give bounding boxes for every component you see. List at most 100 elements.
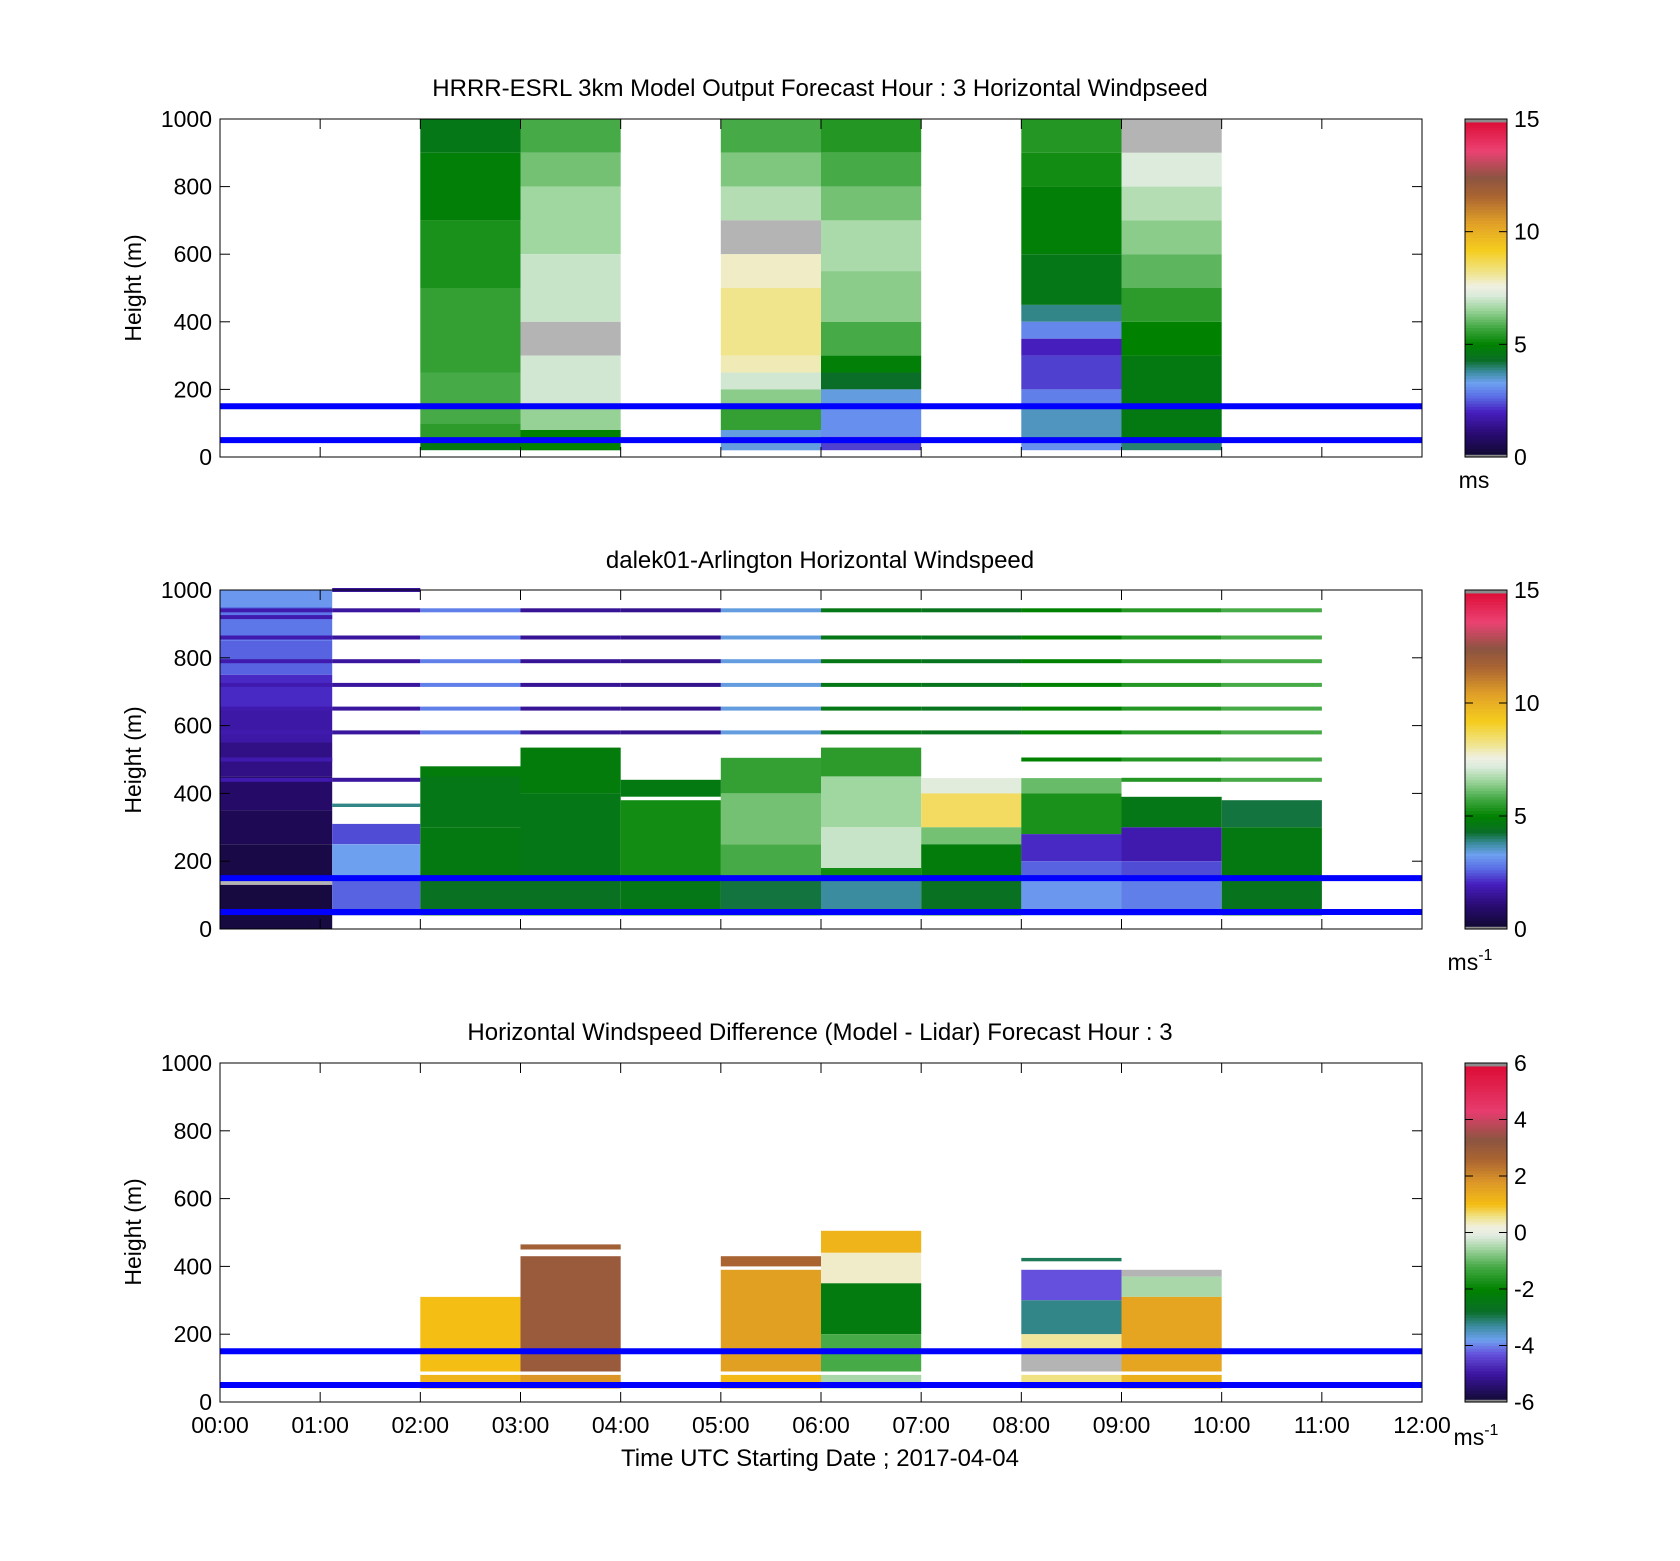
colorbar-cell: [1465, 1119, 1507, 1123]
colorbar-cell: [1465, 646, 1507, 650]
colorbar-cell: [1465, 643, 1507, 648]
colorbar-cell: [1465, 406, 1507, 410]
cell-0-4: [220, 708, 333, 743]
colorbar-cell: [1465, 824, 1507, 828]
cell-6-3: [821, 868, 922, 879]
colorbar-cell: [1465, 635, 1507, 639]
cell-5-0: [720, 757, 821, 794]
x-tick-label: 07:00: [892, 1412, 950, 1438]
colorbar-cell: [1465, 324, 1507, 329]
colorbar-cell: [1465, 725, 1507, 730]
colorbar-cell: [1465, 1263, 1507, 1268]
strip-0-1: [220, 615, 333, 620]
colorbar-cell: [1465, 1359, 1507, 1364]
strip-10-5: [1221, 730, 1322, 735]
colorbar-cell: [1465, 1077, 1507, 1081]
colorbar-cell: [1465, 1156, 1507, 1160]
colorbar-cell: [1465, 731, 1507, 735]
colorbar-cell: [1465, 169, 1507, 174]
cell-5-1: [720, 793, 821, 845]
colorbar-cell: [1465, 663, 1507, 667]
cell-6-0: [821, 747, 922, 777]
strip-0-4: [220, 682, 333, 687]
cell-4-0: [1021, 119, 1122, 153]
panel-model-ylabel: Height (m): [120, 234, 146, 341]
colorbar-cell: [1465, 906, 1507, 910]
colorbar-cell: [1465, 386, 1507, 390]
colorbar-cell: [1465, 799, 1507, 803]
colorbar-cell: [1465, 875, 1507, 879]
panel-difference-x-ticks: 00:00 01:00 02:00 03:00 04:00 05:00 06:00 07:00…: [191, 1063, 1451, 1438]
strip-1-6: [332, 730, 421, 735]
colorbar-cell: [1465, 708, 1507, 713]
cell-7-0: [921, 778, 1022, 794]
colorbar-cell: [1465, 349, 1507, 354]
colorbar-tick-label: 0: [1514, 1220, 1527, 1246]
strip-3-1: [520, 635, 621, 640]
cell-1-1: [520, 152, 621, 187]
y-tick-label: 1000: [161, 577, 212, 603]
strip-0-7: [220, 757, 333, 762]
strip-8-1: [1021, 635, 1122, 640]
colorbar-cell: [1465, 652, 1507, 656]
cell-8-0: [1021, 778, 1122, 794]
y-tick-label: 600: [174, 1186, 212, 1212]
strip-1-3: [332, 659, 421, 664]
colorbar-cell: [1465, 1074, 1507, 1078]
strip-7-2: [921, 659, 1022, 664]
colorbar-cell: [1465, 1122, 1507, 1126]
colorbar-cell: [1465, 431, 1507, 436]
colorbar-cell: [1465, 1277, 1507, 1282]
colorbar-cell: [1465, 1079, 1507, 1084]
panel-model-plot: [220, 119, 1422, 451]
colorbar-cell: [1465, 426, 1507, 430]
colorbar-cell: [1465, 1376, 1507, 1381]
colorbar-cell: [1465, 338, 1507, 343]
colorbar-cell: [1465, 889, 1507, 893]
colorbar-cell: [1465, 242, 1507, 247]
cell-2-7: [720, 372, 821, 390]
cell-9-1: [1121, 827, 1222, 862]
panel-lidar-y-ticks: 0 200 400 600 800 1000: [161, 577, 1422, 942]
cell-3-6: [821, 355, 922, 373]
colorbar-cell: [1465, 1201, 1507, 1205]
colorbar-cell: [1465, 240, 1507, 244]
colorbar-cell: [1465, 680, 1507, 684]
colorbar-cell: [1465, 765, 1507, 769]
cell-0-3: [420, 288, 521, 373]
colorbar-cell: [1465, 344, 1507, 348]
colorbar-cell: [1465, 152, 1507, 157]
colorbar-cell: [1465, 1226, 1507, 1231]
colorbar-cell: [1465, 1365, 1507, 1369]
cell-1-1: [332, 823, 421, 845]
colorbar-cell: [1465, 728, 1507, 732]
colorbar-cell: [1465, 1224, 1507, 1228]
colorbar-cell: [1465, 595, 1507, 600]
cell-0-5: [420, 423, 521, 441]
strip-9-7: [1121, 777, 1222, 782]
colorbar-cell: [1465, 189, 1507, 193]
colorbar-cell: [1465, 1356, 1507, 1361]
strip-10-4: [1221, 706, 1322, 711]
colorbar-cell: [1465, 1111, 1507, 1115]
strip-4-3: [620, 682, 721, 687]
colorbar-cell: [1465, 186, 1507, 191]
colorbar-cell: [1465, 288, 1507, 292]
cell-2-3: [720, 220, 821, 255]
strip-7-3: [921, 682, 1022, 687]
strip-7-5: [921, 730, 1022, 735]
y-tick-label: 400: [174, 1253, 212, 1279]
cell-0-1: [420, 152, 521, 221]
colorbar-cell: [1465, 1150, 1507, 1155]
colorbar-cell: [1465, 1127, 1507, 1132]
panel-lidar-colorbar: 0 5 10 15: [1464, 577, 1540, 942]
colorbar-cell: [1465, 214, 1507, 219]
colorbar-cell: [1465, 276, 1507, 281]
cell-2-8: [720, 389, 821, 407]
strip-10-0: [1221, 608, 1322, 613]
strip-3-0: [520, 608, 621, 613]
colorbar-cell: [1465, 1091, 1507, 1095]
cell-5-6: [1121, 321, 1222, 356]
colorbar-cell: [1465, 414, 1507, 419]
colorbar-cell: [1465, 268, 1507, 272]
